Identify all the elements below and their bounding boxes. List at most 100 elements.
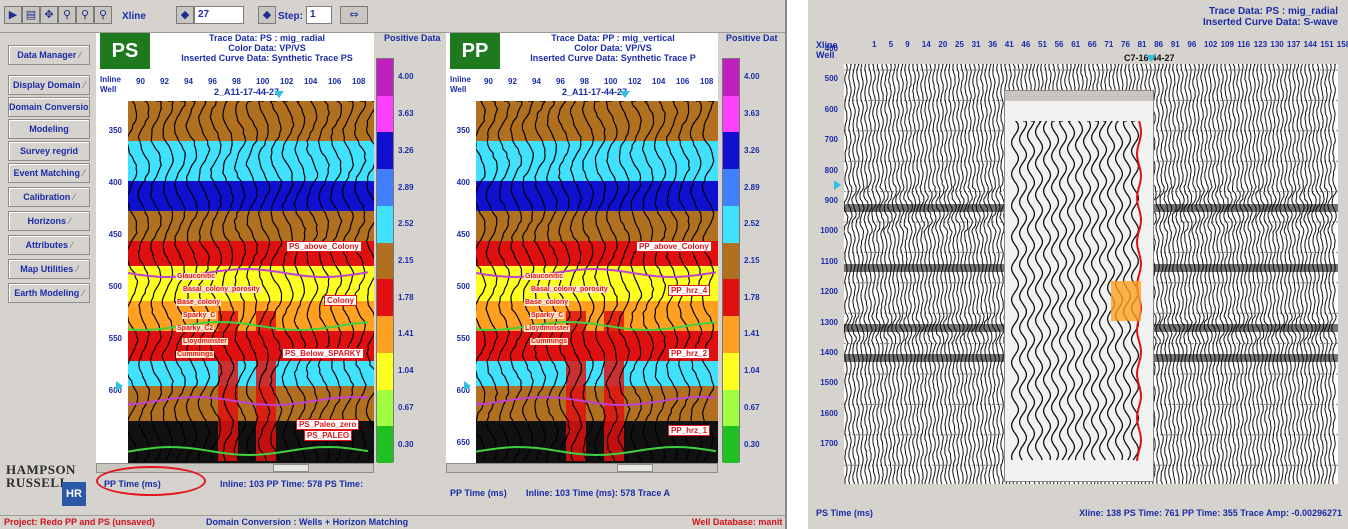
pp-y-tick: 350: [456, 126, 470, 135]
pp-well-marker-icon: [620, 91, 630, 98]
ps-y-tick: 450: [108, 230, 122, 239]
sidebar-item-earth-modeling[interactable]: Earth Modeling ⁄: [8, 283, 90, 303]
pp-color-scale: [722, 58, 740, 463]
right-footer-readout: Xline: 138 PS Time: 761 PP Time: 355 Tra…: [1079, 508, 1342, 518]
ps-horizon-label: PS_PALEO: [304, 430, 353, 441]
sidebar-item-map-utilities[interactable]: Map Utilities ⁄: [8, 259, 90, 279]
sidebar-item-label: Modeling: [29, 124, 69, 134]
pp-footer-axis: PP Time (ms): [450, 488, 507, 498]
pp-color-swatch: [723, 205, 739, 243]
ps-color-swatch: [377, 389, 393, 427]
sidebar-item-survey-regrid[interactable]: Survey regrid: [8, 141, 90, 161]
ps-horizon-label: PS_Below_SPARKY: [282, 348, 364, 359]
zoom-in-icon[interactable]: ⚲: [58, 6, 76, 24]
sidebar-item-domain-conversion[interactable]: Domain Conversion: [8, 97, 90, 117]
ps-color-data: Color Data: VP/VS: [228, 43, 306, 53]
right-y-tick: 500: [824, 74, 838, 84]
open-folder-icon[interactable]: ▤: [22, 6, 40, 24]
sidebar-item-display-domain[interactable]: Display Domain ⁄: [8, 75, 90, 95]
ps-color-swatch: [377, 169, 393, 206]
pp-well-top-label: Base_colony: [524, 299, 570, 306]
right-y-tick: 1100: [820, 256, 838, 266]
ps-scale-value: 4.00: [398, 72, 414, 82]
status-database: Well Database: manit: [692, 517, 783, 527]
pp-trace-data: Trace Data: PP : mig_vertical: [551, 33, 675, 43]
ps-x-tick: 108: [352, 77, 366, 86]
pp-x-tick: 98: [580, 77, 589, 86]
ps-well-top-label: Lloydminster: [182, 338, 228, 345]
pp-x-tick: 108: [700, 77, 714, 86]
ps-well-top-label: Glauconitic: [176, 273, 217, 280]
ps-color-swatch: [377, 279, 393, 317]
right-y-tick: 1500: [820, 378, 838, 388]
pp-x-tick: 90: [484, 77, 493, 86]
pp-well-top-label: Sparky_C: [530, 312, 565, 319]
ps-well-name: 2_A11-17-44-27: [214, 87, 280, 97]
submenu-arrow-icon: ⁄: [76, 264, 78, 274]
pp-well-header: Well: [450, 85, 467, 94]
ps-scroll-thumb[interactable]: [273, 464, 309, 472]
sidebar-item-label: Map Utilities: [20, 264, 74, 274]
submenu-arrow-icon: ⁄: [83, 80, 86, 90]
ps-well-top-label: Base_colony: [176, 299, 222, 306]
process-sidebar: Data Manager ⁄ Display Domain ⁄ Domain Conve…: [0, 33, 92, 463]
ps-scale-value: 1.41: [398, 329, 414, 339]
ps-scale-value: 1.78: [398, 292, 414, 302]
inset-window[interactable]: [1004, 90, 1154, 482]
domain-value-field[interactable]: 27: [194, 6, 244, 24]
ps-horizontal-scrollbar[interactable]: [96, 463, 374, 473]
sidebar-item-event-matching[interactable]: Event Matching ⁄: [8, 163, 90, 183]
sidebar-item-label: Attributes: [25, 240, 68, 250]
right-x-tick: 158: [1336, 40, 1348, 49]
ps-axis-header: Inline: [100, 75, 121, 84]
pp-color-swatch: [723, 59, 739, 96]
right-x-tick: 102: [1204, 40, 1218, 49]
sidebar-item-label: Earth Modeling: [14, 288, 80, 298]
right-x-tick: 1: [872, 40, 877, 49]
ps-horizon-label: PS_above_Colony: [286, 241, 362, 252]
right-x-tick: 41: [1004, 40, 1014, 49]
right-y-tick: 1600: [820, 408, 838, 418]
pp-y-tick: 650: [456, 438, 470, 447]
ps-scale-value: 3.26: [398, 145, 414, 155]
left-application-window: ▶ ▤ ✥ ⚲ ⚲ ⚲ Xline ◆ 27 ◆ Step: 1 ⇔ Data …: [0, 0, 787, 529]
logo-line1: HAMPSON: [6, 462, 76, 477]
status-mode: Domain Conversion : Wells + Horizon Matc…: [206, 517, 409, 527]
submenu-arrow-icon: ⁄: [79, 50, 81, 60]
right-x-tick: 144: [1303, 40, 1317, 49]
pp-horizon-label: PP_hrz_2: [668, 348, 711, 359]
right-x-tick: 61: [1071, 40, 1081, 49]
pp-y-tick: 450: [456, 230, 470, 239]
right-y-tick: 1000: [820, 226, 838, 236]
sidebar-item-modeling[interactable]: Modeling: [8, 119, 90, 139]
sidebar-item-label: Display Domain: [12, 80, 81, 90]
sidebar-item-attributes[interactable]: Attributes ⁄: [8, 235, 90, 255]
pointer-icon[interactable]: ✥: [40, 6, 58, 24]
pp-horizon-label: PP_hrz_4: [668, 285, 711, 296]
submenu-arrow-icon: ⁄: [82, 288, 84, 298]
ps-y-tick: 500: [108, 282, 122, 291]
pp-horizontal-scrollbar[interactable]: [446, 463, 718, 473]
pp-scale-value: 0.67: [744, 402, 760, 412]
step-value-field[interactable]: 1: [306, 6, 332, 24]
zoom-out-icon[interactable]: ⚲: [94, 6, 112, 24]
pp-x-tick: 96: [556, 77, 565, 86]
select-tool-icon[interactable]: ▶: [4, 6, 22, 24]
sidebar-item-horizons[interactable]: Horizons ⁄: [8, 211, 90, 231]
pp-seismic-section[interactable]: [476, 101, 718, 463]
pp-scroll-thumb[interactable]: [617, 464, 653, 472]
sidebar-item-label: Horizons: [27, 216, 66, 226]
sidebar-item-calibration[interactable]: Calibration ⁄: [8, 187, 90, 207]
step-forward-icon[interactable]: ◆: [258, 6, 276, 24]
submenu-arrow-icon: ⁄: [70, 240, 73, 250]
sidebar-item-data-manager[interactable]: Data Manager ⁄: [8, 45, 90, 65]
pp-color-swatch: [723, 426, 739, 463]
zoom-window-icon[interactable]: ⚲: [76, 6, 94, 24]
pp-well-name: 2_A11-17-44-27: [562, 87, 628, 97]
status-project: Project: Redo PP and PS (unsaved): [4, 517, 155, 527]
ps-trace-data: Trace Data: PS : mig_radial: [208, 33, 326, 43]
step-back-icon[interactable]: ◆: [176, 6, 194, 24]
ps-seismic-section[interactable]: [128, 101, 374, 463]
link-toggle-icon[interactable]: ⇔: [340, 6, 368, 24]
ps-color-swatch: [377, 95, 393, 133]
